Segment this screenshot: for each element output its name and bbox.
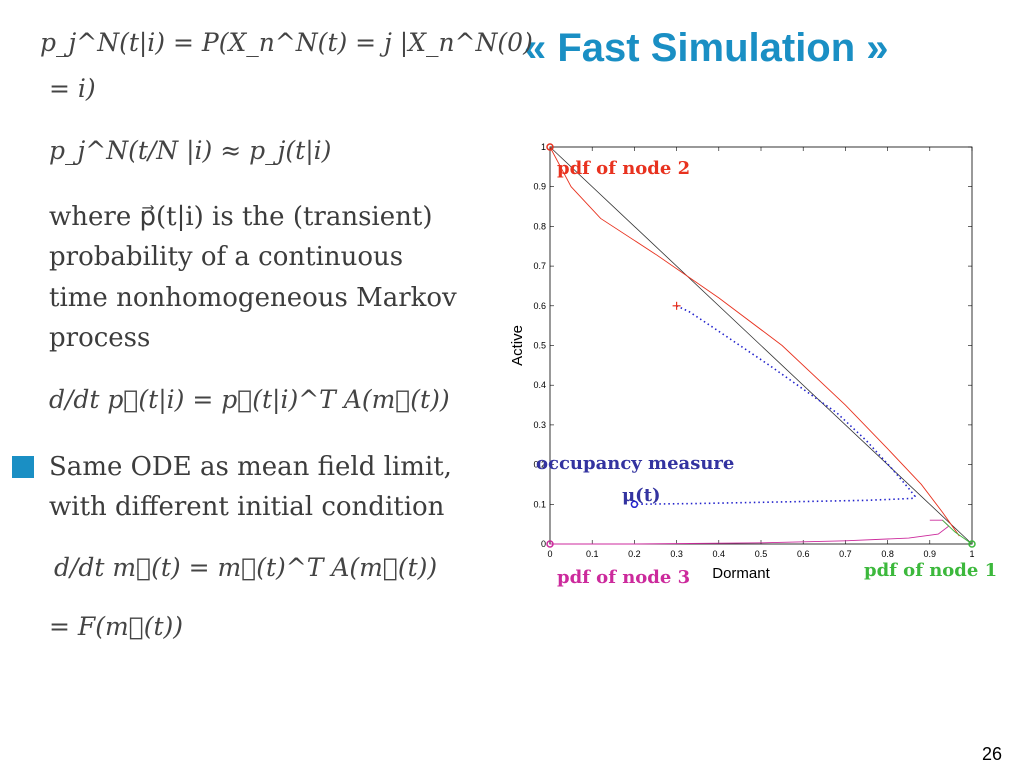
x-tick-label: 0.6 (797, 549, 810, 559)
bullet-line-1: Same ODE as mean field limit, (49, 452, 452, 482)
paragraph-line-2: probability of a continuous (49, 242, 404, 272)
y-axis-label: Active (509, 325, 526, 366)
y-tick-label: 0.1 (533, 499, 546, 509)
y-tick-label: 0.9 (533, 182, 546, 192)
y-tick-label: 0.7 (533, 261, 546, 271)
y-tick-label: 0 (541, 539, 546, 549)
annotation-node1: pdf of node 1 (864, 560, 997, 581)
series-3 (634, 305, 917, 506)
x-tick-label: 0.2 (628, 549, 641, 559)
ode-transient: d/dt p⃗(t|i) = p⃗(t|i)^T A(m⃗(t)) (49, 385, 450, 414)
series-2 (942, 519, 973, 545)
equation-line-2: = i) (49, 74, 96, 103)
x-tick-label: 0 (547, 549, 552, 559)
point-0 (546, 143, 554, 151)
paragraph-line-1: where p⃗(t|i) is the (transient) (49, 202, 433, 232)
ode-mean-field-line-2: = F(m⃗(t)) (49, 612, 184, 641)
y-tick-label: 1 (541, 142, 546, 152)
series-0 (549, 146, 960, 537)
equation-pjn-definition: p_j^N(t|i) = P(X_n^N(t) = j |X_n^N(0) (40, 28, 533, 57)
x-tick-label: 0.3 (670, 549, 683, 559)
y-tick-label: 0.6 (533, 301, 546, 311)
y-tick-label: 0.2 (533, 460, 546, 470)
x-tick-label: 0.9 (924, 549, 937, 559)
x-tick-label: 0.4 (713, 549, 726, 559)
y-tick-label: 0.8 (533, 221, 546, 231)
annotation-node2: pdf of node 2 (557, 158, 690, 179)
series-1 (550, 519, 950, 545)
annotation-occupancy: occupancy measure (536, 453, 734, 474)
y-tick-label: 0.4 (533, 380, 546, 390)
plot-frame (549, 146, 973, 545)
annotation-node3: pdf of node 3 (557, 567, 690, 588)
y-tick-label: 0.5 (533, 341, 546, 351)
paragraph-line-4: process (49, 323, 151, 353)
equation-line-1: p_j^N(t|i) = P(X_n^N(t) = j |X_n^N(0) (40, 28, 533, 57)
point-4 (630, 500, 639, 509)
slide-title: « Fast Simulation » (524, 26, 889, 70)
x-axis-label: Dormant (712, 565, 770, 582)
paragraph-line-3: time nonhomogeneous Markov (49, 283, 457, 313)
equation-approximation: p_j^N(t/N |i) ≈ p_j(t|i) (49, 136, 332, 165)
x-tick-label: 0.5 (755, 549, 768, 559)
point-1 (968, 540, 976, 548)
page-number: 26 (981, 744, 1002, 764)
ode-mean-field: d/dt m⃗(t) = m⃗(t)^T A(m⃗(t)) (54, 553, 438, 582)
x-tick-label: 0.7 (839, 549, 852, 559)
y-tick-label: 0.3 (533, 420, 546, 430)
x-tick-label: 0.8 (881, 549, 894, 559)
simplex-diagonal (549, 146, 973, 545)
x-tick-label: 0.1 (586, 549, 599, 559)
bullet-square-icon (12, 456, 34, 478)
point-2 (546, 540, 554, 548)
annotation-mu: μ(t) (622, 485, 661, 506)
x-tick-label: 1 (969, 549, 974, 559)
bullet-line-2: with different initial condition (49, 492, 445, 522)
